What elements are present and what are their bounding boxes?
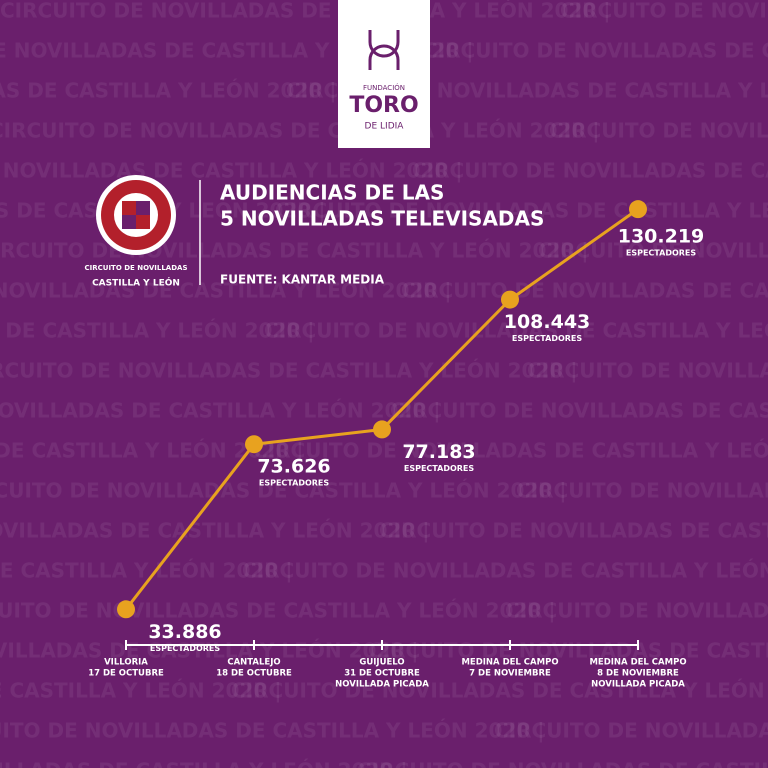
- background-text: CIRCUITO DE NOVILLADAS DE CASTILLA Y LEÓ…: [0, 639, 419, 663]
- background-text: CIRCUITO DE NOVILLADAS DE CASTILLA Y LEÓ…: [390, 399, 768, 423]
- point: [117, 600, 135, 619]
- background-text: CIRCUITO DE NOVILLADAS DE CASTILLA Y LEÓ…: [505, 599, 768, 623]
- background-text: CIRCUITO DE NOVILLADAS DE CASTILLA Y LEÓ…: [0, 159, 463, 183]
- x-tick-label: MEDINA DEL CAMPO: [589, 658, 686, 668]
- x-tick-label: 31 DE OCTUBRE: [344, 669, 420, 679]
- x-tick-label: 17 DE OCTUBRE: [88, 669, 164, 679]
- logo-text: CASTILLA Y LEÓN: [92, 277, 180, 289]
- background-text: CIRCUITO DE NOVILLADAS DE CASTILLA Y LEÓ…: [253, 439, 768, 463]
- value-unit: ESPECTADORES: [259, 479, 330, 488]
- x-tick-label: 18 DE OCTUBRE: [216, 669, 292, 679]
- point: [501, 290, 519, 309]
- background-text: CIRCUITO DE NOVILLADAS DE CASTILLA Y LEÓ…: [0, 399, 441, 423]
- background-text: CIRCUITO DE NOVILLADAS DE CASTILLA Y LEÓ…: [0, 519, 430, 543]
- background-text: CIRCUITO DE NOVILLADAS DE CASTILLA Y LEÓ…: [264, 319, 768, 343]
- background-text: CIRCUITO DE NOVILLADAS DE CASTILLA Y LEÓ…: [0, 719, 545, 743]
- chart-title: 5 NOVILLADAS TELEVISADAS: [220, 207, 544, 231]
- value-label: 77.183: [402, 441, 475, 463]
- background-text: CIRCUITO DE NOVILLADAS DE CASTILLA Y LEÓ…: [0, 679, 282, 703]
- logo-text: CIRCUITO DE NOVILLADAS: [84, 264, 187, 272]
- background-text: CIRCUITO DE NOVILLADAS DE CASTILLA Y LEÓ…: [368, 639, 768, 663]
- x-tick-label: GUIJUELO: [359, 658, 404, 668]
- x-tick-label: 7 DE NOVIEMBRE: [469, 669, 551, 679]
- value-unit: ESPECTADORES: [512, 334, 583, 343]
- circuito-logo: [96, 175, 176, 255]
- logo-text: TORO: [349, 93, 418, 118]
- background-text: CIRCUITO DE NOVILLADAS DE CASTILLA Y LEÓ…: [538, 239, 768, 263]
- point: [629, 200, 647, 219]
- background-text: CIRCUITO DE NOVILLADAS DE CASTILLA Y LEÓ…: [0, 599, 556, 623]
- background-text: CIRCUITO DE NOVILLADAS DE CASTILLA Y LEÓ…: [0, 559, 293, 583]
- value-label: 108.443: [504, 311, 591, 333]
- background-text: CIRCUITO DE NOVILLADAS DE CASTILLA Y LEÓ…: [379, 519, 768, 543]
- background-text: CIRCUITO DE NOVILLADAS DE CASTILLA Y LEÓ…: [0, 79, 337, 103]
- background-text: CIRCUITO DE NOVILLADAS DE CASTILLA Y LEÓ…: [0, 279, 452, 303]
- background-text: CIRCUITO DE NOVILLADAS DE CASTILLA Y LEÓ…: [494, 719, 768, 743]
- background-text: CIRCUITO DE NOVILLADAS DE CASTILLA Y LEÓ…: [516, 479, 768, 503]
- x-tick-label: 8 DE NOVIEMBRE: [597, 669, 679, 679]
- x-tick-label: VILLORIA: [104, 658, 148, 668]
- background-text: CIRCUITO DE NOVILLADAS DE CASTILLA Y LEÓ…: [231, 679, 768, 703]
- value-unit: ESPECTADORES: [404, 464, 475, 473]
- x-tick-label: NOVILLADA PICADA: [335, 680, 429, 690]
- value-label: 73.626: [257, 456, 330, 478]
- background-text: CIRCUITO DE NOVILLADAS DE CASTILLA Y LEÓ…: [0, 359, 578, 383]
- value-label: 130.219: [618, 226, 705, 248]
- background-text: CIRCUITO DE NOVILLADAS DE CASTILLA Y LEÓ…: [401, 279, 768, 303]
- logo-text: DE LIDIA: [365, 122, 405, 132]
- background-text: CIRCUITO DE NOVILLADAS DE CASTILLA Y LEÓ…: [423, 39, 768, 63]
- background-text: CIRCUITO DE NOVILLADAS DE CASTILLA Y LEÓ…: [549, 119, 768, 143]
- background-text: CIRCUITO DE NOVILLADAS DE CASTILLA Y LEÓ…: [357, 759, 768, 768]
- background-text: CIRCUITO DE NOVILLADAS DE CASTILLA Y LEÓ…: [0, 319, 315, 343]
- background-text: CIRCUITO DE NOVILLADAS DE CASTILLA Y LEÓ…: [275, 199, 768, 223]
- background-text: CIRCUITO DE NOVILLADAS DE CASTILLA Y LEÓ…: [560, 0, 768, 23]
- point: [373, 420, 391, 439]
- background-text: CIRCUITO DE NOVILLADAS DE CASTILLA Y LEÓ…: [412, 159, 768, 183]
- logo-box: [338, 0, 430, 148]
- value-unit: ESPECTADORES: [626, 249, 697, 258]
- x-tick-label: NOVILLADA PICADA: [591, 680, 685, 690]
- background-text: CIRCUITO DE NOVILLADAS DE CASTILLA Y LEÓ…: [527, 359, 768, 383]
- point: [245, 435, 263, 454]
- background-text: CIRCUITO DE NOVILLADAS DE CASTILLA Y LEÓ…: [0, 759, 408, 768]
- value-label: 33.886: [148, 621, 221, 643]
- source: FUENTE: KANTAR MEDIA: [220, 273, 385, 287]
- value-unit: ESPECTADORES: [150, 644, 221, 653]
- background-text: CIRCUITO DE NOVILLADAS DE CASTILLA Y LEÓ…: [0, 119, 600, 143]
- background-text: CIRCUITO DE NOVILLADAS DE CASTILLA Y LEÓ…: [0, 239, 589, 263]
- x-tick-label: CANTALEJO: [227, 658, 280, 668]
- x-tick-label: MEDINA DEL CAMPO: [461, 658, 558, 668]
- logo-mark: [368, 30, 400, 70]
- background-text: CIRCUITO DE NOVILLADAS DE CASTILLA Y LEÓ…: [0, 0, 611, 23]
- background-text: CIRCUITO DE NOVILLADAS DE CASTILLA Y LEÓ…: [242, 559, 768, 583]
- background-text: CIRCUITO DE NOVILLADAS DE CASTILLA Y LEÓ…: [0, 479, 567, 503]
- chart-title: AUDIENCIAS DE LAS: [220, 181, 444, 205]
- logo-text: FUNDACIÓN: [363, 83, 405, 92]
